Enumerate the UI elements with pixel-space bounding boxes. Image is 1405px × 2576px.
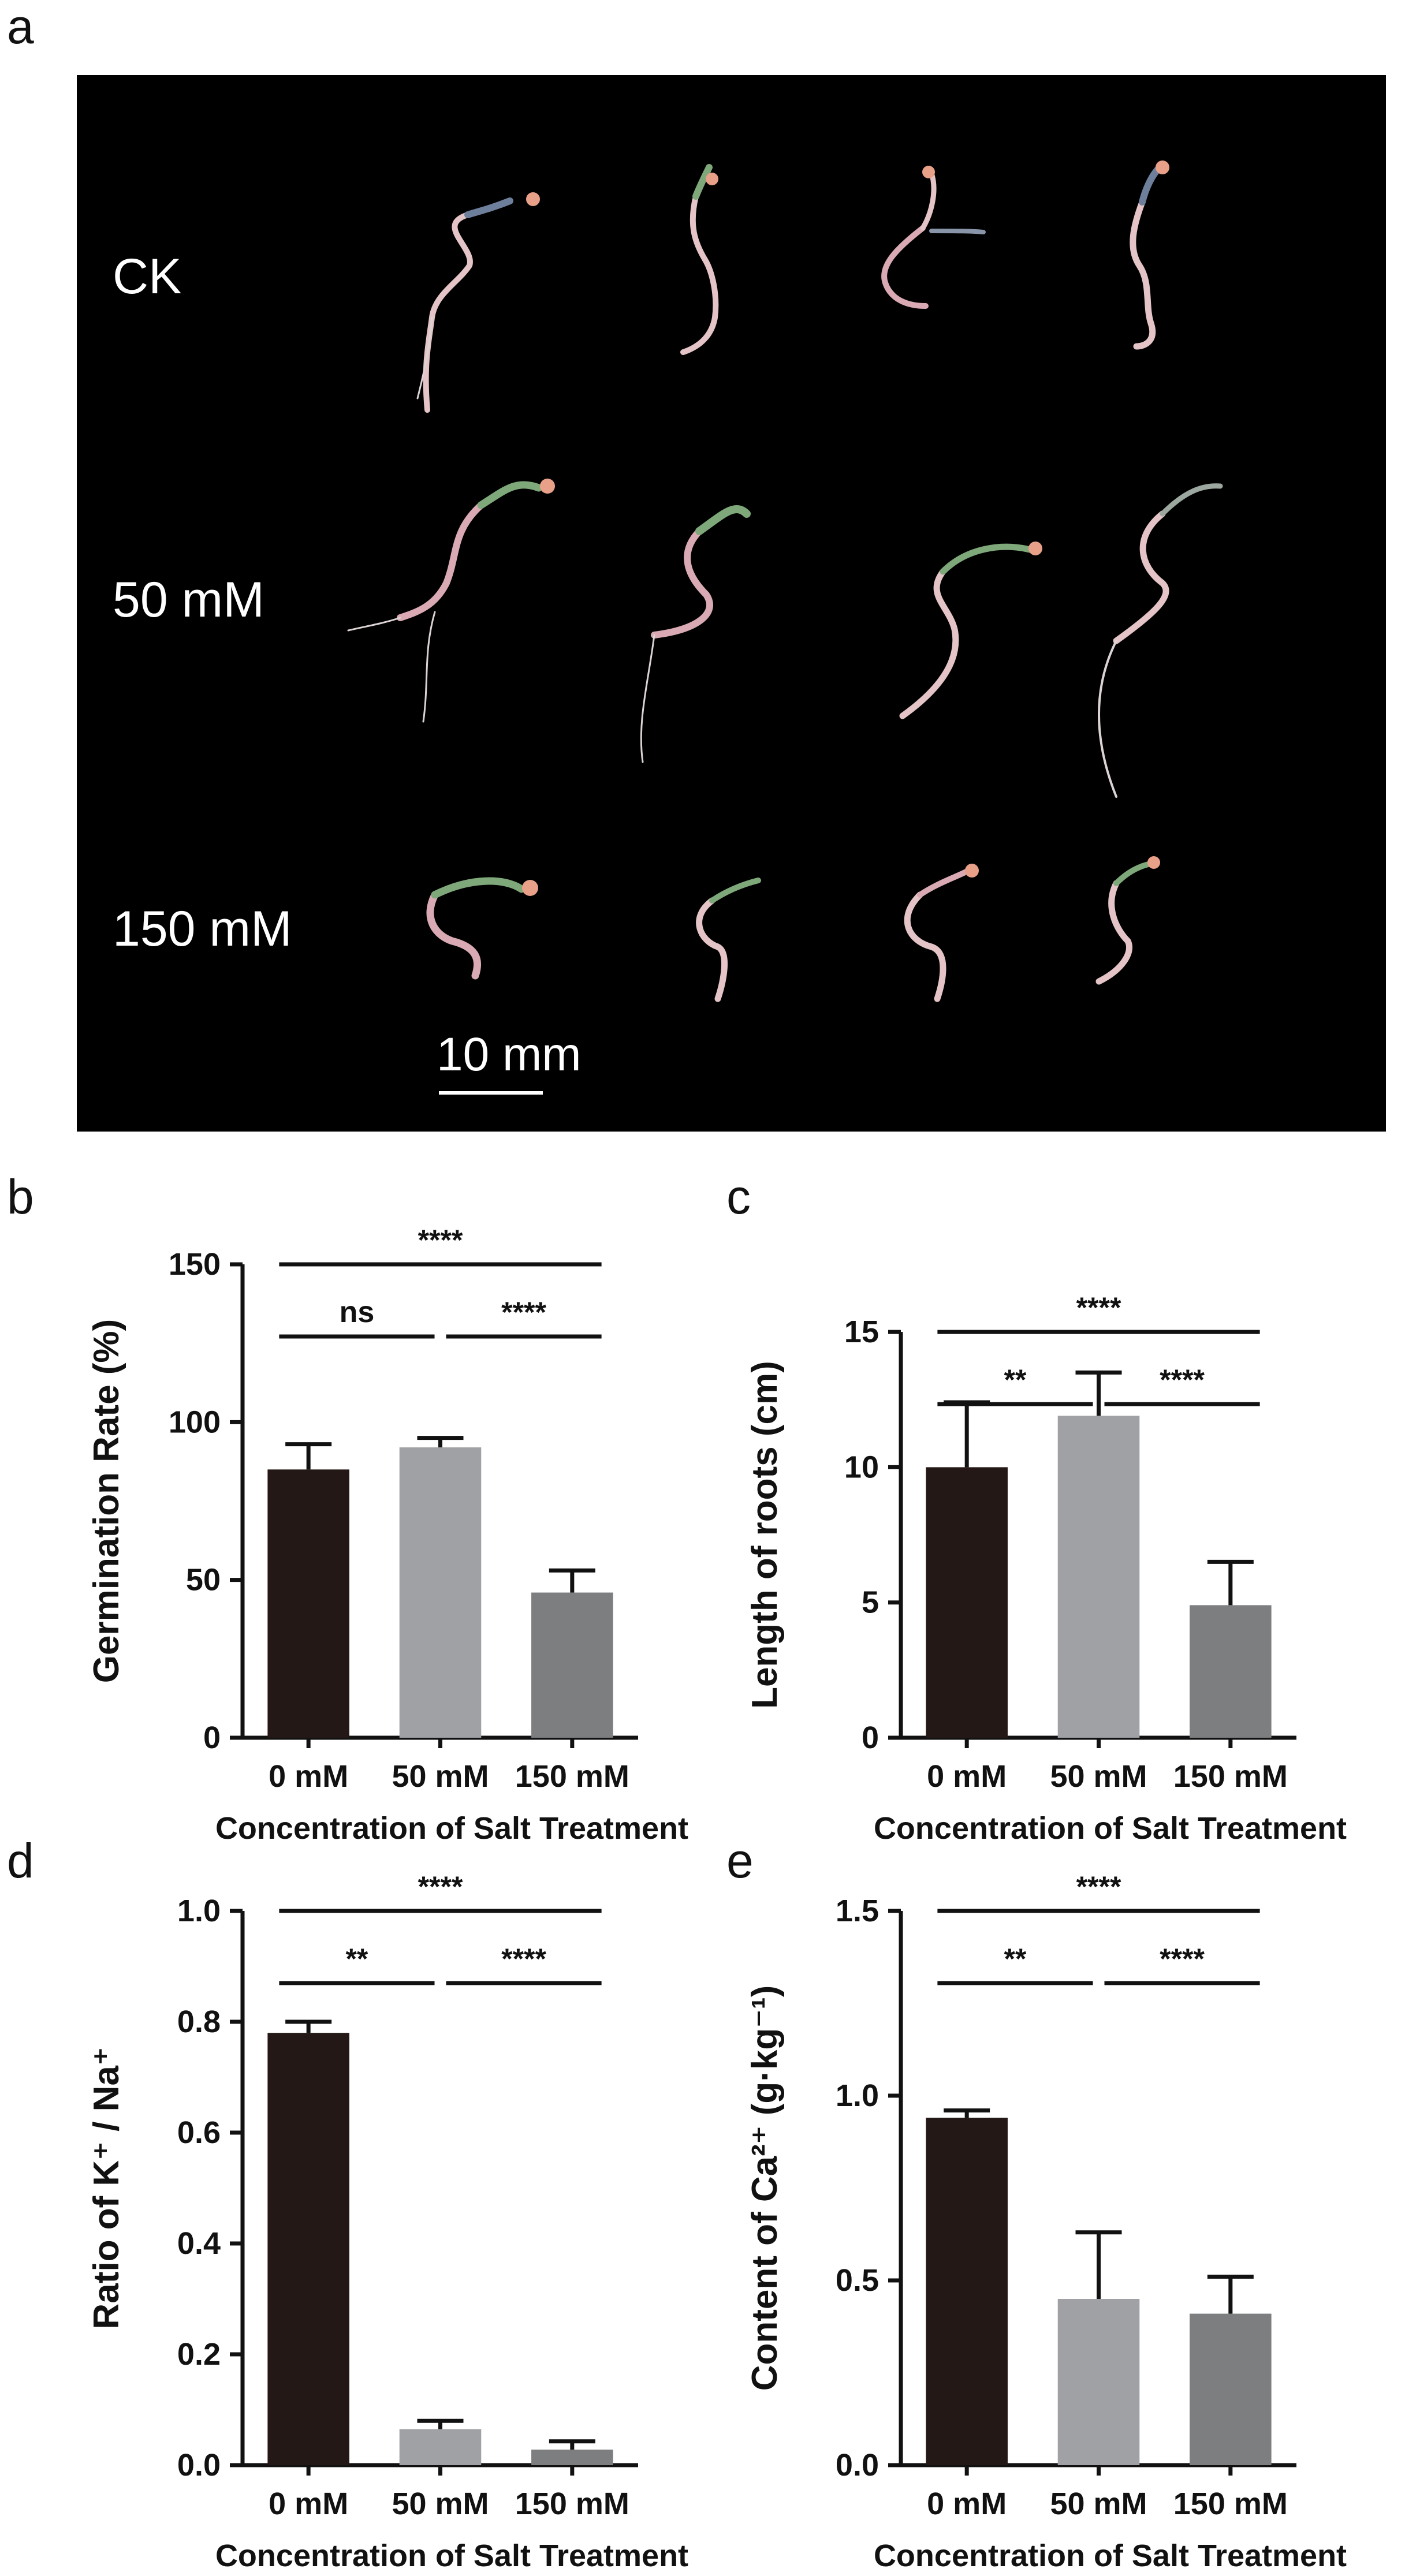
y-tick-label: 1.5 — [836, 1894, 879, 1928]
x-tick-label: 0 mM — [927, 2487, 1007, 2521]
y-axis-label: Ratio of K⁺ / Na⁺ — [87, 2047, 126, 2329]
bar-50mm — [399, 1447, 482, 1738]
bar-50mm — [1057, 2299, 1140, 2465]
panel-letter-a: a — [7, 0, 34, 54]
y-tick-label: 0.2 — [177, 2337, 221, 2372]
y-tick-label: 0.0 — [177, 2448, 221, 2482]
x-tick-label: 150 mM — [515, 1759, 629, 1794]
chart-k-na-ratio: 0.00.20.40.60.81.00 mM 50 mM 150 mM****** *… — [87, 1871, 688, 2573]
scalebar-line — [439, 1091, 543, 1095]
significance-label: **** — [501, 1296, 546, 1328]
x-tick-label: 0 mM — [927, 1759, 1007, 1794]
x-axis-label: Concentration of Salt Treatment — [215, 1811, 688, 1846]
seedling-ck-1 — [416, 192, 540, 413]
seedling-150-4 — [1095, 856, 1160, 985]
significance-label: **** — [1160, 1943, 1205, 1975]
significance-label: ** — [345, 1943, 368, 1975]
seedling-50-3 — [899, 542, 1042, 719]
panel-letter-d: d — [7, 1834, 34, 1888]
bar-150mm — [531, 2450, 613, 2465]
y-axis-label: Content of Ca²⁺ (g·kg⁻¹) — [745, 1985, 785, 2391]
y-tick-label: 0.4 — [177, 2226, 221, 2261]
y-axis-label: Germination Rate (%) — [87, 1319, 126, 1683]
significance-label: **** — [501, 1943, 546, 1975]
y-tick-label: 15 — [844, 1315, 879, 1349]
row-label-ck: CK — [113, 249, 182, 304]
seedling-50-4 — [1098, 483, 1223, 798]
bar-50mm — [399, 2429, 482, 2465]
y-tick-label: 100 — [169, 1405, 221, 1439]
seedling-50-1 — [347, 479, 555, 723]
y-tick-label: 50 — [186, 1563, 221, 1597]
significance-label: **** — [418, 1224, 463, 1256]
seedling-150-2 — [696, 878, 761, 1002]
y-tick-label: 1.0 — [177, 1894, 221, 1928]
significance-label: **** — [1076, 1871, 1121, 1903]
bar-0mm — [267, 1469, 349, 1738]
panel-letter-c: c — [726, 1170, 751, 1224]
seedling-150-1 — [426, 877, 538, 980]
bar-150mm — [1190, 1605, 1272, 1738]
bar-150mm — [1190, 2313, 1272, 2465]
y-tick-label: 0.6 — [177, 2115, 221, 2150]
y-tick-label: 1.0 — [836, 2078, 879, 2113]
y-tick-label: 5 — [862, 1585, 879, 1620]
x-tick-label: 50 mM — [1050, 2487, 1147, 2521]
seedling-photo: CK 50 mM 150 mM 10 mm — [77, 75, 1386, 1132]
seedlings-drawing — [347, 160, 1223, 1002]
y-tick-label: 0.8 — [177, 2004, 221, 2039]
x-tick-label: 50 mM — [392, 1759, 489, 1794]
chart-ca-content: 0.00.51.01.50 mM 50 mM 150 mM****** ****Con… — [745, 1871, 1347, 2573]
chart-germination-rate: 0 50 100 150 0 mM 50 mM 150 mM **** ns **** Germin… — [87, 1224, 688, 1846]
x-tick-label: 50 mM — [1050, 1759, 1147, 1794]
seedling-ck-3 — [881, 166, 986, 309]
x-tick-label: 150 mM — [1173, 1759, 1288, 1794]
x-axis-label: Concentration of Salt Treatment — [215, 2538, 688, 2573]
y-tick-label: 0 — [203, 1720, 221, 1755]
y-tick-label: 0.5 — [836, 2263, 879, 2298]
panel-letter-b: b — [7, 1170, 34, 1224]
row-label-50mm: 50 mM — [113, 572, 264, 628]
y-tick-label: 0.0 — [836, 2448, 879, 2482]
x-tick-label: 150 mM — [515, 2487, 629, 2521]
significance-label: ** — [1004, 1364, 1026, 1396]
seedling-50-2 — [640, 505, 751, 763]
significance-label: ** — [1004, 1943, 1026, 1975]
x-tick-label: 150 mM — [1173, 2487, 1288, 2521]
bar-50mm — [1057, 1416, 1140, 1738]
panel-letter-e: e — [726, 1834, 754, 1888]
y-tick-label: 150 — [169, 1247, 221, 1282]
significance-label: **** — [1160, 1364, 1205, 1396]
y-axis-label: Length of roots (cm) — [745, 1361, 785, 1709]
significance-label: **** — [418, 1871, 463, 1903]
seedling-ck-4 — [1130, 160, 1169, 350]
significance-label: **** — [1076, 1291, 1121, 1324]
scalebar-label: 10 mm — [437, 1028, 582, 1081]
bar-0mm — [926, 2118, 1008, 2465]
x-tick-label: 50 mM — [392, 2487, 489, 2521]
bar-0mm — [267, 2033, 349, 2465]
bar-0mm — [926, 1467, 1008, 1738]
x-tick-label: 0 mM — [269, 2487, 348, 2521]
x-axis-label: Concentration of Salt Treatment — [874, 1811, 1347, 1846]
y-tick-label: 10 — [844, 1450, 879, 1484]
y-tick-label: 0 — [862, 1720, 879, 1755]
significance-label: ns — [340, 1296, 375, 1329]
bar-150mm — [531, 1592, 613, 1738]
seedling-ck-2 — [680, 164, 719, 355]
seedling-150-3 — [904, 864, 979, 1002]
x-axis-label: Concentration of Salt Treatment — [874, 2538, 1347, 2573]
row-label-150mm: 150 mM — [113, 901, 292, 957]
x-tick-label: 0 mM — [269, 1759, 348, 1794]
